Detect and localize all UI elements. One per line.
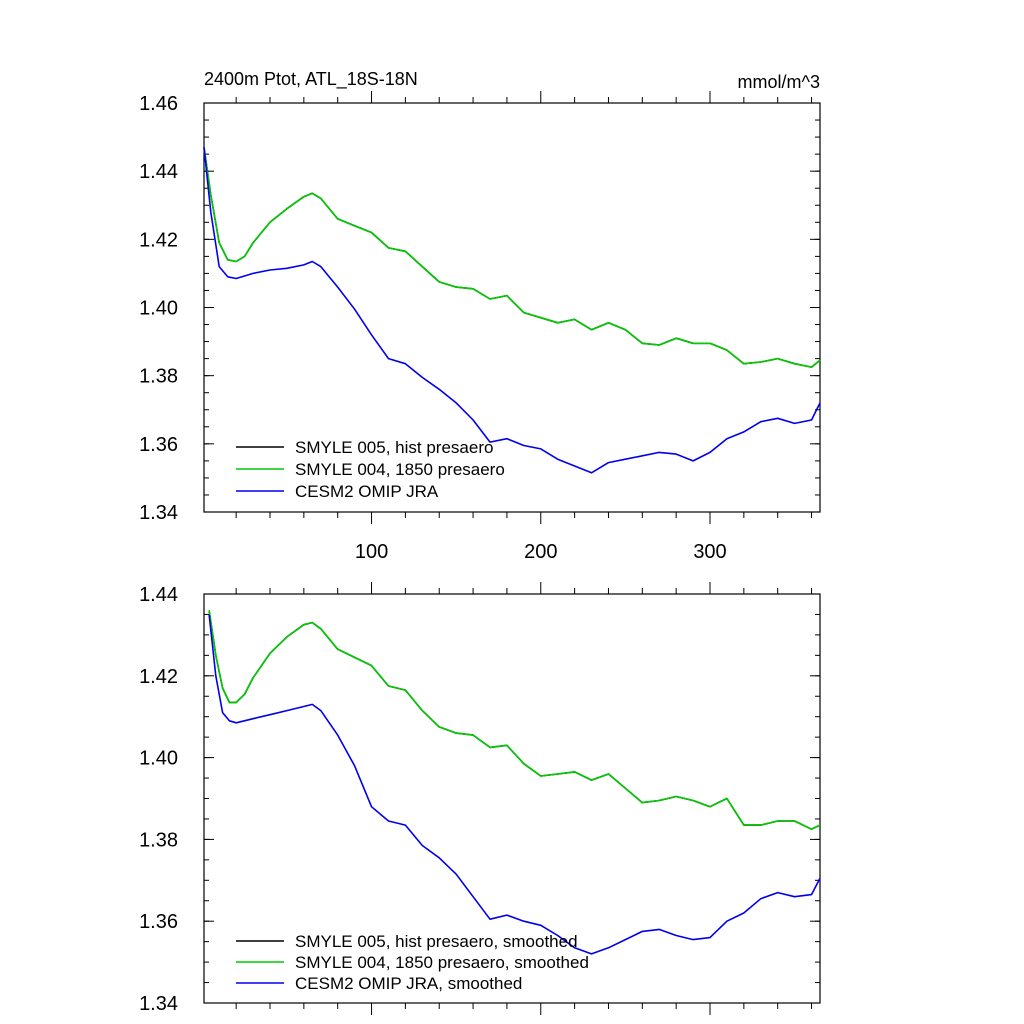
bottom-series-line-1850 [208,610,821,831]
bottom-y-tick-label: 1.36 [139,911,178,933]
top-y-tick-label: 1.46 [139,93,178,115]
bottom-y-tick-label: 1.42 [139,666,178,688]
bottom-legend-label-1850: SMYLE 004, 1850 presaero, smoothed [295,953,589,972]
bottom-axis-ticks [204,582,820,1015]
top-legend: SMYLE 005, hist presaero SMYLE 004, 1850… [236,438,505,501]
bottom-y-tick-label: 1.40 [139,748,178,770]
top-axis-ticks [204,91,820,524]
top-series-lines [203,147,821,474]
top-series-line-omip [203,147,821,474]
top-panel-title: 2400m Ptot, ATL_18S-18N [204,69,418,90]
top-y-tick-label: 1.36 [139,434,178,456]
top-legend-label-hist: SMYLE 005, hist presaero [295,438,493,457]
top-y-tick-label: 1.42 [139,229,178,251]
bottom-y-tick-label: 1.44 [139,584,178,606]
bottom-series-lines [208,610,821,955]
top-panel-units: mmol/m^3 [738,72,820,92]
top-y-tick-label: 1.40 [139,298,178,320]
top-legend-label-omip: CESM2 OMIP JRA [295,482,439,501]
top-series-line-hist [203,147,821,368]
bottom-legend: SMYLE 005, hist presaero, smoothed SMYLE… [236,932,589,993]
top-y-tick-label: 1.34 [139,502,178,524]
top-x-tick-label: 300 [693,541,726,563]
bottom-series-line-hist [208,610,821,831]
bottom-y-tick-label: 1.34 [139,993,178,1015]
top-legend-label-1850: SMYLE 004, 1850 presaero [295,460,505,479]
top-x-tick-label: 200 [524,541,557,563]
bottom-y-tick-labels: 1.34 1.36 1.38 1.40 1.42 1.44 [139,584,178,1015]
bottom-legend-label-hist: SMYLE 005, hist presaero, smoothed [295,932,578,951]
bottom-panel: 1.34 1.36 1.38 1.40 1.42 1.44 SMYLE 005, hist… [139,582,821,1015]
bottom-y-tick-label: 1.38 [139,829,178,851]
top-y-tick-label: 1.38 [139,366,178,388]
top-x-tick-label: 100 [355,541,388,563]
top-series-line-1850 [203,147,821,368]
top-y-tick-labels: 1.34 1.36 1.38 1.40 1.42 1.44 1.46 [139,93,178,524]
top-x-tick-labels: 100 200 300 [355,541,727,563]
bottom-legend-label-omip: CESM2 OMIP JRA, smoothed [295,974,522,993]
top-y-tick-label: 1.44 [139,161,178,183]
top-panel: 2400m Ptot, ATL_18S-18N mmol/m^3 1.341.3… [139,69,821,563]
bottom-series-line-omip [208,614,821,955]
